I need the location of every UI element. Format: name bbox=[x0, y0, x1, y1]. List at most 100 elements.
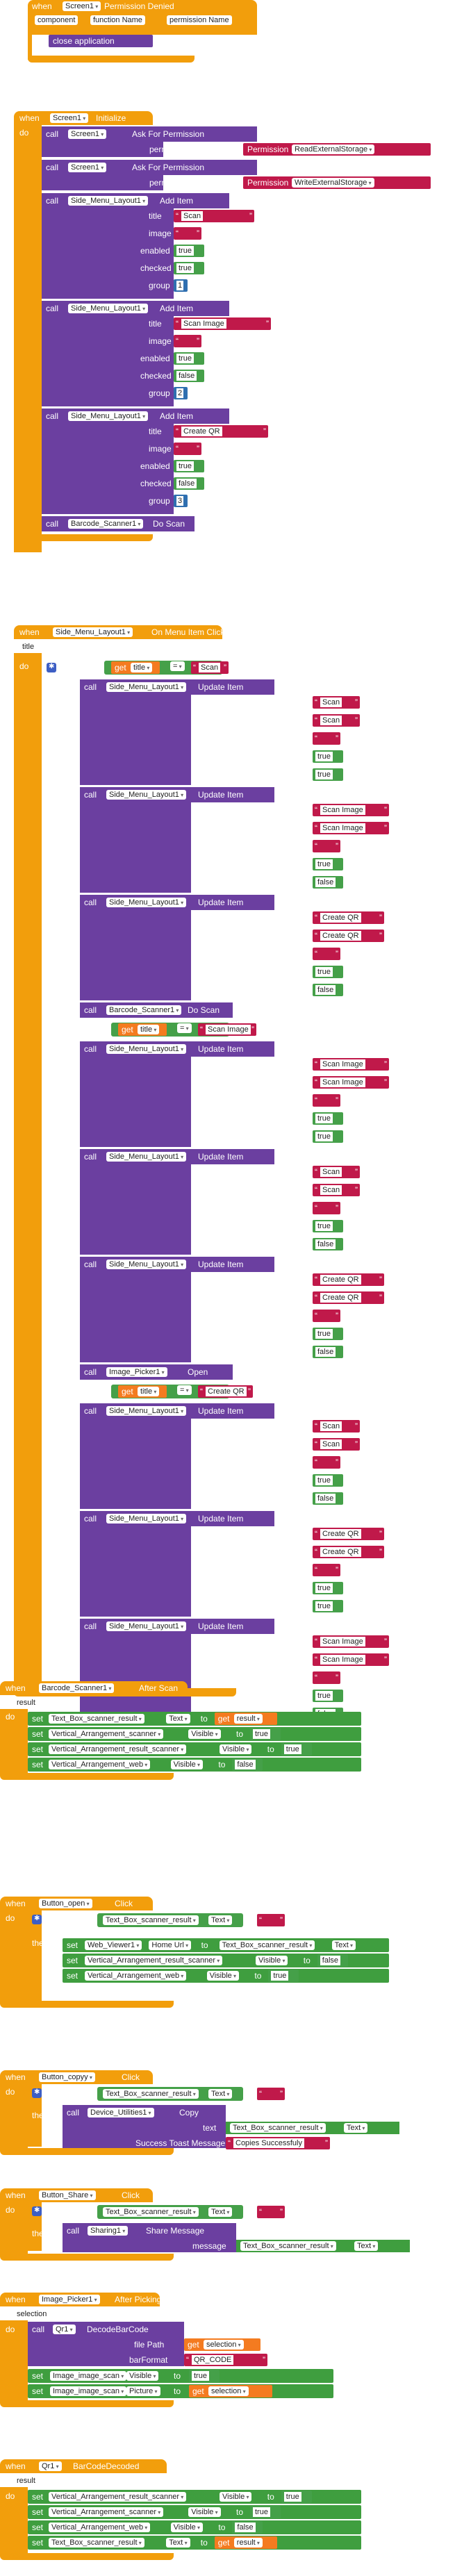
arg-rail[interactable] bbox=[80, 1164, 191, 1255]
text-string-block[interactable]: “Scan” bbox=[313, 1438, 360, 1451]
event-rail[interactable] bbox=[0, 2487, 28, 2557]
boolean-block[interactable]: true bbox=[313, 1582, 343, 1594]
text-value[interactable]: Create QR bbox=[320, 931, 361, 941]
mutator-gear-icon[interactable] bbox=[32, 1915, 42, 1924]
component-dropdown[interactable]: Side_Menu_Layout1 bbox=[53, 627, 133, 637]
text-value[interactable]: Scan bbox=[181, 211, 204, 221]
text-string-block[interactable]: “Create QR” bbox=[313, 930, 384, 942]
operator-dropdown[interactable]: = bbox=[177, 1385, 192, 1395]
text-string-block[interactable]: “” bbox=[313, 1202, 340, 1214]
component-dropdown[interactable]: Side_Menu_Layout1 bbox=[68, 304, 149, 313]
boolean-block[interactable]: true bbox=[174, 245, 204, 257]
boolean-block[interactable]: true bbox=[250, 2506, 281, 2518]
boolean-block[interactable]: false bbox=[232, 2521, 263, 2534]
number-value[interactable]: 1 bbox=[176, 281, 184, 290]
property-dropdown[interactable]: Visible bbox=[256, 1956, 288, 1965]
mutator-gear-icon[interactable] bbox=[32, 2088, 42, 2098]
boolean-dropdown[interactable]: true bbox=[315, 1221, 333, 1231]
text-string-block[interactable]: “Create QR” bbox=[174, 425, 268, 438]
text-string-block[interactable]: “Scan Image” bbox=[313, 1653, 389, 1666]
text-value[interactable]: Create QR bbox=[320, 1293, 361, 1303]
text-string-block[interactable]: “” bbox=[313, 1671, 340, 1684]
property-dropdown[interactable]: Visible bbox=[220, 1744, 252, 1754]
text-string-block[interactable]: “Create QR” bbox=[198, 1385, 253, 1398]
close-application-block[interactable] bbox=[49, 35, 153, 47]
arg-rail[interactable] bbox=[42, 424, 174, 514]
component-dropdown[interactable]: Side_Menu_Layout1 bbox=[106, 1260, 187, 1269]
text-value[interactable]: Scan Image bbox=[320, 805, 365, 815]
arg-rail[interactable] bbox=[80, 1419, 191, 1509]
boolean-block[interactable]: false bbox=[313, 1346, 343, 1358]
component-dropdown[interactable]: Image_image_scan bbox=[50, 2386, 127, 2396]
arg-rail[interactable] bbox=[63, 2120, 226, 2148]
component-dropdown[interactable]: Text_Box_scanner_result bbox=[103, 1915, 199, 1925]
arg-rail[interactable] bbox=[42, 316, 174, 406]
number-value[interactable]: 2 bbox=[176, 388, 184, 398]
text-string-block[interactable]: “Scan” bbox=[313, 696, 360, 709]
text-value[interactable]: Create QR bbox=[206, 1387, 247, 1396]
property-dropdown[interactable]: Text bbox=[166, 2538, 190, 2548]
text-string-block[interactable]: “Scan” bbox=[174, 210, 254, 222]
mutator-gear-icon[interactable] bbox=[47, 663, 56, 672]
boolean-dropdown[interactable]: true bbox=[315, 1329, 333, 1339]
boolean-block[interactable]: true bbox=[281, 1743, 312, 1756]
component-dropdown[interactable]: Vertical_Arrangement_scanner bbox=[49, 2507, 164, 2517]
text-string-block[interactable]: “” bbox=[313, 732, 340, 745]
text-string-block[interactable]: “Create QR” bbox=[313, 1528, 384, 1540]
property-dropdown[interactable]: Visible bbox=[206, 1971, 240, 1981]
component-dropdown[interactable]: Vertical_Arrangement_web bbox=[49, 1760, 151, 1769]
component-dropdown[interactable]: Side_Menu_Layout1 bbox=[106, 790, 187, 800]
boolean-dropdown[interactable]: true bbox=[283, 1744, 301, 1754]
component-dropdown[interactable]: Sharing1 bbox=[88, 2226, 129, 2236]
event-rail[interactable] bbox=[0, 1709, 28, 1775]
operator-dropdown[interactable]: = bbox=[170, 661, 185, 671]
text-string-block[interactable]: “Create QR” bbox=[313, 1546, 384, 1558]
text-string-block[interactable]: “” bbox=[313, 840, 340, 852]
property-dropdown[interactable]: Visible bbox=[126, 2371, 159, 2381]
component-dropdown[interactable]: Side_Menu_Layout1 bbox=[68, 196, 149, 206]
boolean-dropdown[interactable]: false bbox=[315, 1494, 336, 1503]
arg-rail[interactable] bbox=[80, 1272, 191, 1362]
boolean-block[interactable]: false bbox=[174, 370, 204, 382]
text-value[interactable]: Create QR bbox=[320, 1547, 361, 1557]
component-dropdown[interactable]: Barcode_Scanner1 bbox=[106, 1005, 182, 1015]
text-string-block[interactable]: “Copies Successfuly” bbox=[226, 2137, 330, 2149]
arg-rail[interactable] bbox=[63, 2238, 236, 2252]
component-dropdown[interactable]: Web_Viewer1 bbox=[85, 1940, 142, 1950]
text-string-block[interactable]: “Scan” bbox=[313, 1166, 360, 1178]
boolean-block[interactable]: true bbox=[313, 1474, 343, 1487]
event-rail[interactable] bbox=[0, 1910, 28, 2004]
operator-dropdown[interactable]: = bbox=[177, 1023, 192, 1033]
component-dropdown[interactable]: Barcode_Scanner1 bbox=[68, 519, 144, 529]
mutator-gear-icon[interactable] bbox=[32, 2206, 42, 2216]
boolean-dropdown[interactable]: false bbox=[315, 1347, 336, 1357]
param-function-name[interactable]: function Name bbox=[90, 15, 145, 25]
arg-rail[interactable] bbox=[42, 142, 163, 157]
component-dropdown[interactable]: Screen1 bbox=[68, 129, 107, 139]
component-dropdown[interactable]: Vertical_Arrangement_result_scanner bbox=[49, 2492, 187, 2502]
property-dropdown[interactable]: Home Url bbox=[149, 1940, 192, 1950]
property-dropdown[interactable]: Text bbox=[344, 2123, 368, 2133]
text-string-block[interactable]: “Create QR” bbox=[313, 1273, 384, 1286]
boolean-block[interactable]: true bbox=[174, 262, 204, 274]
arg-rail[interactable] bbox=[42, 208, 174, 299]
text-string-block[interactable]: “” bbox=[313, 1564, 340, 1576]
component-dropdown[interactable]: Side_Menu_Layout1 bbox=[106, 682, 187, 692]
boolean-block[interactable]: true bbox=[281, 2491, 312, 2503]
text-string-block[interactable]: “” bbox=[174, 227, 201, 240]
text-value[interactable]: Scan bbox=[320, 1421, 342, 1431]
boolean-dropdown[interactable]: true bbox=[315, 1601, 333, 1611]
text-value[interactable]: Create QR bbox=[320, 913, 361, 923]
text-value[interactable]: Scan bbox=[320, 1167, 342, 1177]
text-string-block[interactable]: “Scan” bbox=[191, 661, 229, 674]
event-rail[interactable] bbox=[14, 653, 29, 1694]
text-string-block[interactable]: “QR_CODE” bbox=[184, 2354, 267, 2366]
text-string-block[interactable]: “Create QR” bbox=[313, 1291, 384, 1304]
event-bottom[interactable] bbox=[14, 534, 153, 541]
boolean-block[interactable]: true bbox=[313, 750, 343, 763]
if-rail[interactable] bbox=[28, 1910, 42, 2001]
component-dropdown[interactable]: Vertical_Arrangement_scanner bbox=[49, 1729, 164, 1739]
component-dropdown[interactable]: Text_Box_scanner_result bbox=[219, 1940, 315, 1950]
event-bottom[interactable] bbox=[0, 2553, 174, 2560]
text-string-block[interactable]: “” bbox=[313, 948, 340, 960]
